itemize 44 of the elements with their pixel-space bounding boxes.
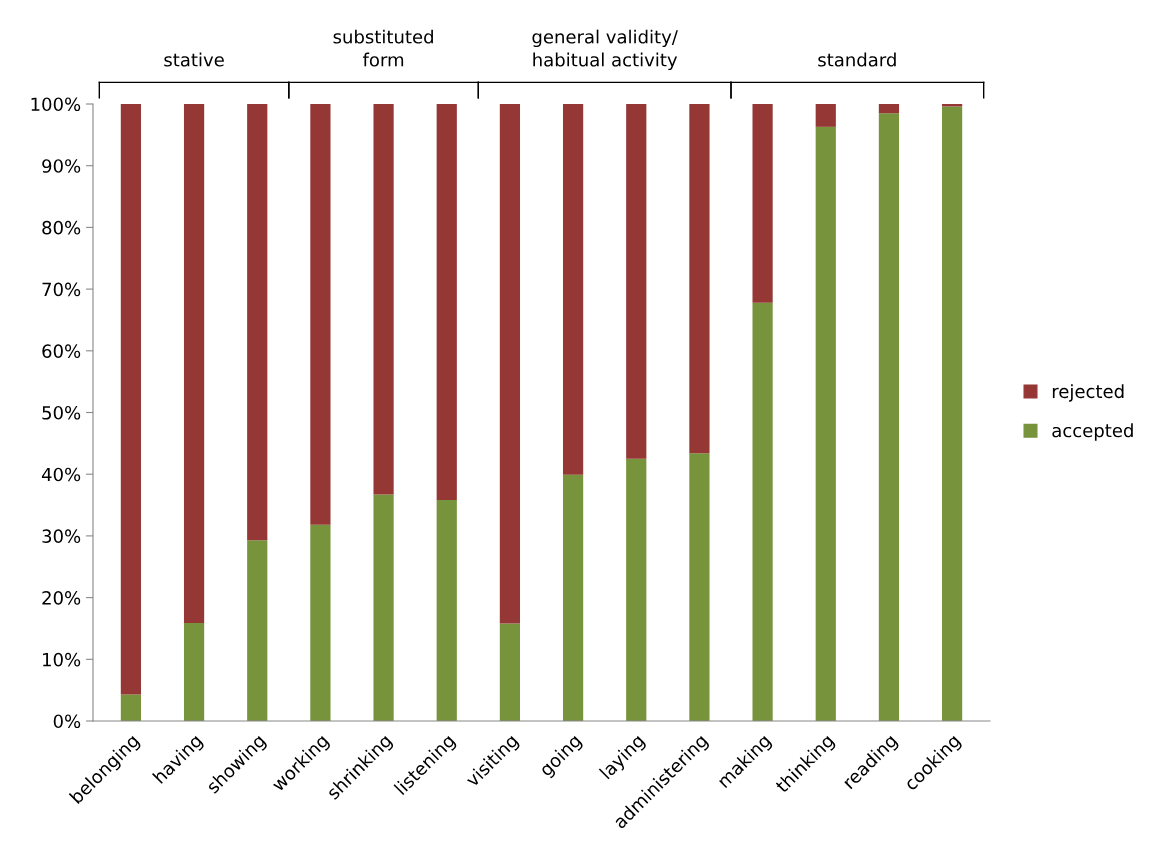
bar (373, 104, 394, 495)
y-tick-label: 50% (42, 405, 81, 420)
y-tick-label: 0% (53, 714, 81, 729)
bar (562, 104, 584, 475)
bar (120, 104, 142, 695)
bar (183, 622, 205, 721)
bar (752, 302, 773, 721)
bar (626, 458, 647, 721)
text: general validity/ habitual activity (532, 29, 678, 71)
y-tick-label: 10% (43, 652, 81, 667)
bar (120, 694, 142, 721)
legend-label: rejected (1052, 384, 1124, 402)
y-tick-label: 100% (31, 97, 81, 112)
bar (878, 104, 900, 114)
bar (436, 500, 457, 721)
bar (499, 623, 521, 721)
bar (436, 104, 457, 501)
bar (562, 474, 584, 721)
bar (689, 104, 710, 454)
bar (310, 104, 331, 525)
bar (183, 104, 205, 623)
bar (247, 540, 268, 721)
legend-label: accepted (1052, 423, 1133, 441)
bar (310, 524, 331, 721)
text: stative (164, 52, 224, 67)
y-tick-label: 40% (41, 467, 81, 482)
bar (626, 104, 647, 459)
bar (373, 494, 394, 721)
text: standard (818, 52, 896, 67)
y-tick-label: 30% (42, 529, 81, 544)
y-tick-label: 90% (42, 159, 81, 173)
y-tick-label: 60% (42, 344, 81, 358)
bar (689, 453, 710, 721)
bar (499, 104, 521, 624)
text: substituted form (333, 29, 433, 67)
bar (815, 126, 836, 721)
bar (941, 106, 963, 721)
bar (878, 113, 900, 721)
bar (247, 104, 268, 541)
bar (815, 104, 836, 127)
y-tick-label: 70% (42, 282, 81, 297)
bar (752, 104, 773, 303)
y-tick-label: 80% (42, 220, 81, 235)
y-tick-label: 20% (42, 591, 81, 605)
